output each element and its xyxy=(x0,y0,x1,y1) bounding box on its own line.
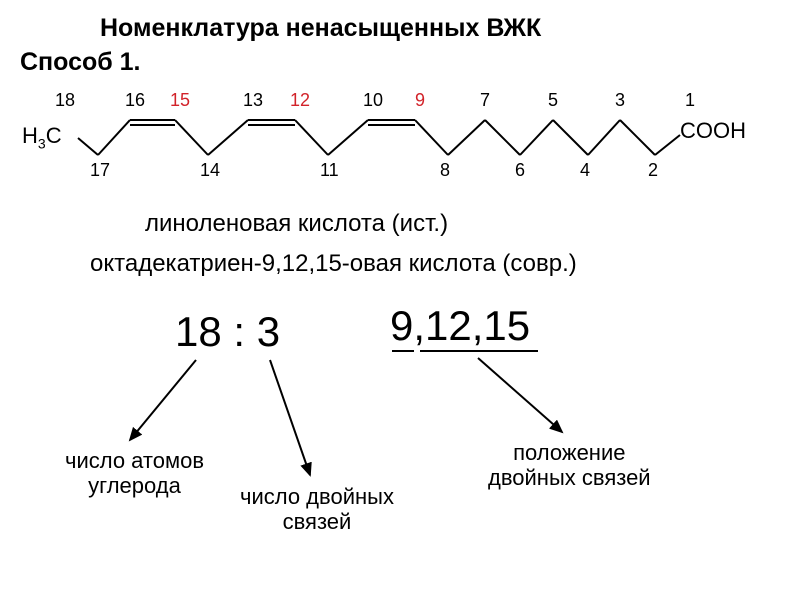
pos-part1: 9, xyxy=(390,302,425,349)
carbon-number: 18 xyxy=(55,90,75,111)
iupac-name: октадекатриен-9,12,15-овая кислота (совр… xyxy=(90,250,577,278)
carbon-number: 10 xyxy=(363,90,383,111)
shorthand-ratio: 18 : 3 xyxy=(175,308,280,356)
carbon-number: 13 xyxy=(243,90,263,111)
carbon-number: 6 xyxy=(515,160,525,181)
carbon-number: 4 xyxy=(580,160,590,181)
carbon-number: 16 xyxy=(125,90,145,111)
shorthand-positions: 9,12,15 xyxy=(390,302,530,350)
annotation-caption: число атомовуглерода xyxy=(65,448,204,499)
carbon-number: 5 xyxy=(548,90,558,111)
carbon-number: 17 xyxy=(90,160,110,181)
carbon-number: 1 xyxy=(685,90,695,111)
annotation-caption: положениедвойных связей xyxy=(488,440,651,491)
carbon-number: 9 xyxy=(415,90,425,111)
method-label: Способ 1. xyxy=(20,48,141,77)
trivial-name: линоленовая кислота (ист.) xyxy=(145,210,448,238)
molecule-diagram: H3C COOH 181716151413121110987654321 xyxy=(20,90,780,190)
page-title: Номенклатура ненасыщенных ВЖК xyxy=(100,14,541,43)
carbon-number: 12 xyxy=(290,90,310,111)
carbon-number: 15 xyxy=(170,90,190,111)
pos-part2: 12,15 xyxy=(425,302,530,349)
carbon-number: 2 xyxy=(648,160,658,181)
carbon-number: 3 xyxy=(615,90,625,111)
annotation-caption: число двойныхсвязей xyxy=(240,484,394,535)
carbon-number: 14 xyxy=(200,160,220,181)
carbon-number: 7 xyxy=(480,90,490,111)
carbon-number: 11 xyxy=(320,160,339,181)
carbon-number: 8 xyxy=(440,160,450,181)
